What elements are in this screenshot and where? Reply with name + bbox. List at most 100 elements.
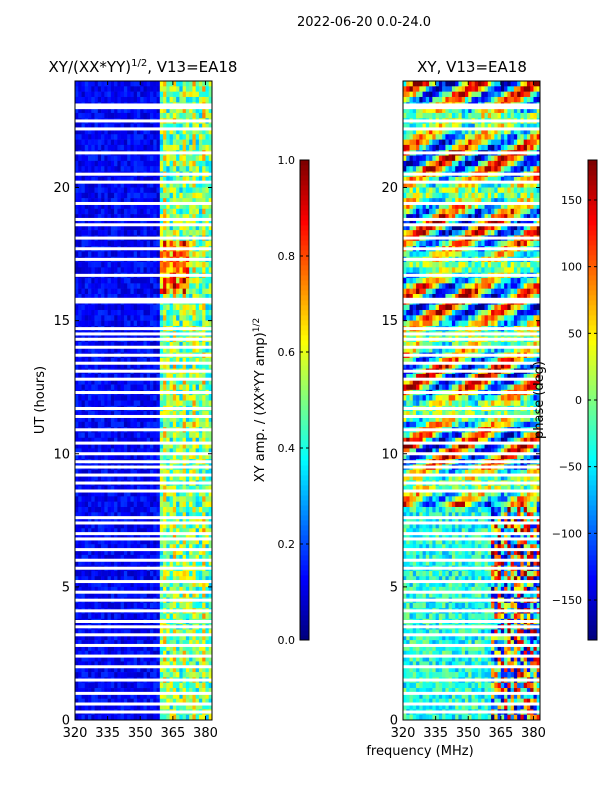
figure-title: 2022-06-20 0.0-24.0 (297, 15, 431, 30)
heatmap-cell (159, 475, 164, 481)
heatmap-cell (150, 128, 154, 135)
heatmap-cell (153, 166, 157, 172)
heatmap-cell (185, 645, 190, 652)
heatmap-cell (133, 528, 138, 534)
heatmap-cell (114, 485, 118, 492)
heatmap-cell (133, 549, 138, 556)
heatmap-cell (91, 581, 95, 588)
heatmap-cell (192, 522, 196, 529)
heatmap-cell (153, 251, 157, 258)
heatmap-cell (182, 283, 187, 289)
heatmap-cell (127, 283, 131, 289)
heatmap-cell (143, 666, 148, 673)
heatmap-cell (104, 128, 108, 135)
heatmap-cell (195, 288, 200, 295)
heatmap-cell (88, 224, 92, 231)
heatmap-cell (78, 384, 82, 391)
heatmap-cell (179, 134, 183, 140)
heatmap-cell (127, 144, 131, 151)
heatmap-cell (182, 704, 187, 710)
heatmap-cell (153, 309, 157, 316)
heatmap-cell (101, 522, 105, 529)
heatmap-cell (208, 576, 213, 582)
heatmap-cell (117, 278, 121, 284)
heatmap-cell (133, 496, 138, 502)
heatmap-cell (185, 475, 190, 481)
heatmap-cell (153, 443, 157, 449)
heatmap-cell (189, 230, 193, 236)
heatmap-cell (78, 507, 82, 513)
heatmap-cell (75, 613, 79, 620)
heatmap-cell (153, 267, 157, 274)
heatmap-cell (146, 288, 151, 295)
heatmap-cell (127, 198, 131, 204)
heatmap-cell (136, 581, 141, 588)
heatmap-cell (140, 533, 144, 540)
heatmap-cell (101, 437, 105, 444)
heatmap-cell (130, 86, 135, 92)
heatmap-cell (198, 645, 203, 652)
heatmap-cell (198, 501, 203, 508)
heatmap-cell (202, 91, 206, 98)
heatmap-cell (140, 586, 144, 593)
heatmap-cell (97, 469, 102, 476)
heatmap-cell (130, 123, 135, 130)
heatmap-cell (156, 112, 161, 119)
heatmap-cell (88, 315, 92, 321)
heatmap-cell (78, 192, 82, 199)
heatmap-cell (182, 230, 187, 236)
heatmap-cell (146, 453, 151, 460)
heatmap-cell (101, 198, 105, 204)
heatmap-cell (205, 576, 210, 582)
heatmap-cell (114, 640, 118, 646)
heatmap-cell (91, 602, 95, 609)
heatmap-cell (202, 501, 206, 508)
heatmap-cell (179, 517, 183, 524)
heatmap-cell (110, 688, 115, 694)
heatmap-cell (205, 570, 210, 577)
heatmap-cell (205, 395, 210, 401)
heatmap-cell (130, 704, 135, 710)
heatmap-cell (150, 485, 154, 492)
heatmap-cell (114, 416, 118, 423)
heatmap-cell (192, 315, 196, 321)
heatmap-cell (127, 262, 131, 268)
heatmap-cell (104, 688, 108, 694)
heatmap-cell (133, 437, 138, 444)
heatmap-cell (192, 469, 196, 476)
heatmap-cell (81, 96, 86, 103)
heatmap-cell (117, 203, 121, 210)
heatmap-cell (153, 672, 157, 678)
heatmap-cell (123, 214, 128, 220)
heatmap-cell (88, 517, 92, 524)
heatmap-cell (78, 187, 82, 194)
heatmap-cell (84, 341, 89, 348)
heatmap-cell (110, 91, 115, 98)
heatmap-cell (75, 570, 79, 577)
heatmap-cell (123, 672, 128, 678)
heatmap-cell (136, 586, 141, 593)
heatmap-cell (185, 134, 190, 140)
heatmap-cell (185, 443, 190, 449)
heatmap-cell (133, 682, 138, 689)
heatmap-cell (88, 602, 92, 609)
heatmap-cell (202, 166, 206, 172)
heatmap-cell (78, 570, 82, 577)
heatmap-cell (192, 517, 196, 524)
heatmap-cell (133, 123, 138, 130)
heatmap-cell (133, 661, 138, 668)
heatmap-cell (195, 432, 200, 439)
heatmap-cell (185, 533, 190, 540)
heatmap-cell (104, 283, 108, 289)
heatmap-cell (130, 363, 135, 369)
heatmap-cell (166, 411, 170, 417)
heatmap-cell (172, 485, 177, 492)
heatmap-cell (179, 507, 183, 513)
heatmap-cell (163, 592, 167, 598)
heatmap-cell (195, 629, 200, 636)
heatmap-cell (84, 315, 89, 321)
heatmap-cell (153, 602, 157, 609)
heatmap-cell (159, 592, 164, 598)
heatmap-cell (146, 192, 151, 199)
heatmap-cell (94, 602, 99, 609)
